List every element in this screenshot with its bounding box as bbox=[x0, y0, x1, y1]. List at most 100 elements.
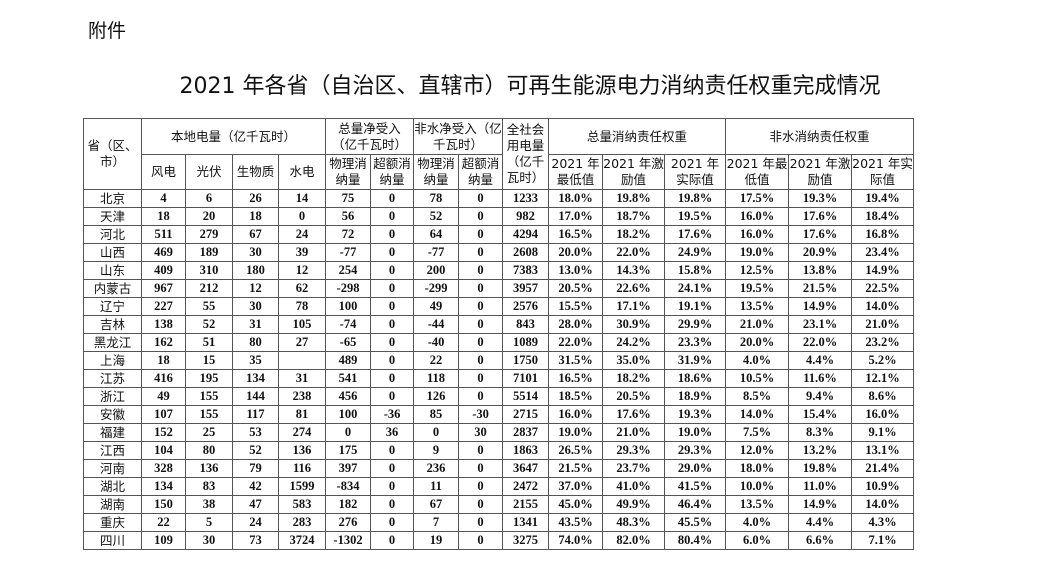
cell-nonhydro-excess: 0 bbox=[458, 297, 504, 316]
cell-total-actual: 24.1% bbox=[664, 279, 727, 298]
table-row: 河南 328 136 79 116 397 0 236 0 3647 21.5% 23.7% 29.0%… bbox=[83, 459, 978, 478]
cell-total-excess: 36 bbox=[370, 423, 415, 442]
cell-society-consumption: 2155 bbox=[502, 495, 550, 514]
cell-total-actual: 19.0% bbox=[664, 423, 727, 442]
cell-province: 内蒙古 bbox=[83, 279, 142, 298]
cell-total-actual: 19.3% bbox=[664, 405, 727, 424]
header-total-physical: 物理消纳量 bbox=[325, 154, 372, 190]
table-row: 湖北 134 83 42 1599 -834 0 11 0 2472 37.0% 41.0% 41.5%… bbox=[83, 477, 978, 496]
cell-total-physical: -65 bbox=[325, 333, 372, 352]
header-society-consumption: 全社会用电量（亿千瓦时） bbox=[502, 118, 550, 190]
cell-biomass: 35 bbox=[232, 351, 279, 370]
cell-hydro: 14 bbox=[277, 189, 327, 208]
cell-total-min: 22.0% bbox=[548, 333, 604, 352]
header-nonhydro-incentive: 2021 年激励值 bbox=[788, 154, 853, 190]
table-row: 安徽 107 155 117 81 100 -36 85 -30 2715 16.0% 17.6% 19… bbox=[83, 405, 978, 424]
cell-hydro: 283 bbox=[277, 513, 327, 532]
cell-biomass: 73 bbox=[232, 531, 279, 550]
cell-solar: 51 bbox=[185, 333, 233, 352]
cell-hydro: 116 bbox=[277, 459, 327, 478]
cell-solar: 310 bbox=[185, 261, 233, 280]
cell-nonhydro-excess: 0 bbox=[458, 189, 504, 208]
cell-biomass: 12 bbox=[232, 279, 279, 298]
cell-province: 湖南 bbox=[83, 495, 142, 514]
cell-total-excess: 0 bbox=[370, 513, 415, 532]
cell-nonhydro-min: 19.5% bbox=[725, 279, 790, 298]
cell-wind: 162 bbox=[141, 333, 186, 352]
cell-solar: 5 bbox=[185, 513, 233, 532]
cell-total-incentive: 20.5% bbox=[602, 387, 666, 406]
cell-total-physical: 100 bbox=[325, 297, 372, 316]
cell-society-consumption: 7101 bbox=[502, 369, 550, 388]
cell-nonhydro-physical: 64 bbox=[413, 225, 460, 244]
cell-nonhydro-physical: -299 bbox=[413, 279, 460, 298]
cell-total-min: 20.5% bbox=[548, 279, 604, 298]
header-biomass: 生物质 bbox=[232, 154, 279, 190]
cell-biomass: 134 bbox=[232, 369, 279, 388]
cell-total-incentive: 14.3% bbox=[602, 261, 666, 280]
cell-total-min: 16.5% bbox=[548, 225, 604, 244]
cell-wind: 469 bbox=[141, 243, 186, 262]
cell-solar: 20 bbox=[185, 207, 233, 226]
cell-solar: 136 bbox=[185, 459, 233, 478]
cell-total-min: 37.0% bbox=[548, 477, 604, 496]
cell-nonhydro-min: 16.0% bbox=[725, 225, 790, 244]
cell-nonhydro-physical: 19 bbox=[413, 531, 460, 550]
cell-nonhydro-physical: -40 bbox=[413, 333, 460, 352]
cell-nonhydro-incentive: 4.4% bbox=[788, 351, 853, 370]
header-nonhydro-min: 2021 年最低值 bbox=[725, 154, 790, 190]
header-local-power: 本地电量（亿千瓦时） bbox=[140, 118, 327, 155]
cell-wind: 18 bbox=[141, 207, 186, 226]
cell-wind: 416 bbox=[141, 369, 186, 388]
table-row: 黑龙江 162 51 80 27 -65 0 -40 0 1089 22.0% 24.2% 23.3% 2… bbox=[83, 333, 978, 352]
cell-hydro bbox=[277, 351, 327, 370]
cell-total-physical: 75 bbox=[325, 189, 372, 208]
cell-total-incentive: 18.2% bbox=[602, 225, 666, 244]
cell-biomass: 30 bbox=[232, 243, 279, 262]
cell-nonhydro-incentive: 8.3% bbox=[788, 423, 853, 442]
cell-total-min: 21.5% bbox=[548, 459, 604, 478]
cell-nonhydro-excess: 0 bbox=[458, 441, 504, 460]
cell-solar: 83 bbox=[185, 477, 233, 496]
cell-total-incentive: 17.6% bbox=[602, 405, 666, 424]
cell-province: 吉林 bbox=[83, 315, 142, 334]
cell-solar: 30 bbox=[185, 531, 233, 550]
cell-nonhydro-physical: 49 bbox=[413, 297, 460, 316]
cell-nonhydro-min: 4.0% bbox=[725, 513, 790, 532]
cell-nonhydro-min: 17.5% bbox=[725, 189, 790, 208]
cell-total-excess: 0 bbox=[370, 369, 415, 388]
cell-wind: 107 bbox=[141, 405, 186, 424]
cell-solar: 38 bbox=[185, 495, 233, 514]
cell-wind: 138 bbox=[141, 315, 186, 334]
cell-society-consumption: 2715 bbox=[502, 405, 550, 424]
cell-hydro: 238 bbox=[277, 387, 327, 406]
cell-society-consumption: 1233 bbox=[502, 189, 550, 208]
header-nonhydro-excess: 超额消纳量 bbox=[458, 154, 504, 190]
weights-table: 省（区、市） 本地电量（亿千瓦时） 总量净受入（亿千瓦时） 非水净受入（亿千瓦时… bbox=[83, 118, 978, 550]
header-total-excess: 超额消纳量 bbox=[370, 154, 415, 190]
cell-wind: 109 bbox=[141, 531, 186, 550]
cell-nonhydro-excess: 0 bbox=[458, 279, 504, 298]
cell-nonhydro-physical: 11 bbox=[413, 477, 460, 496]
header-province: 省（区、市） bbox=[83, 118, 142, 190]
header-hydro: 水电 bbox=[277, 154, 327, 190]
cell-total-min: 43.5% bbox=[548, 513, 604, 532]
cell-total-physical: 100 bbox=[325, 405, 372, 424]
cell-total-min: 28.0% bbox=[548, 315, 604, 334]
cell-province: 上海 bbox=[83, 351, 142, 370]
cell-nonhydro-incentive: 17.6% bbox=[788, 207, 853, 226]
cell-total-physical: 489 bbox=[325, 351, 372, 370]
cell-total-physical: 276 bbox=[325, 513, 372, 532]
table-row: 福建 152 25 53 274 0 36 0 30 2837 19.0% 21.0% 19.0% 7.5… bbox=[83, 423, 978, 442]
cell-total-min: 15.5% bbox=[548, 297, 604, 316]
cell-total-excess: 0 bbox=[370, 243, 415, 262]
cell-nonhydro-excess: 0 bbox=[458, 207, 504, 226]
header-nonhydro-net-import: 非水净受入（亿千瓦时） bbox=[413, 118, 504, 155]
cell-wind: 409 bbox=[141, 261, 186, 280]
cell-total-physical: -1302 bbox=[325, 531, 372, 550]
cell-nonhydro-physical: -44 bbox=[413, 315, 460, 334]
cell-province: 河南 bbox=[83, 459, 142, 478]
cell-total-excess: 0 bbox=[370, 477, 415, 496]
header-nonhydro-actual: 2021 年实际值 bbox=[851, 154, 915, 190]
cell-total-min: 18.5% bbox=[548, 387, 604, 406]
